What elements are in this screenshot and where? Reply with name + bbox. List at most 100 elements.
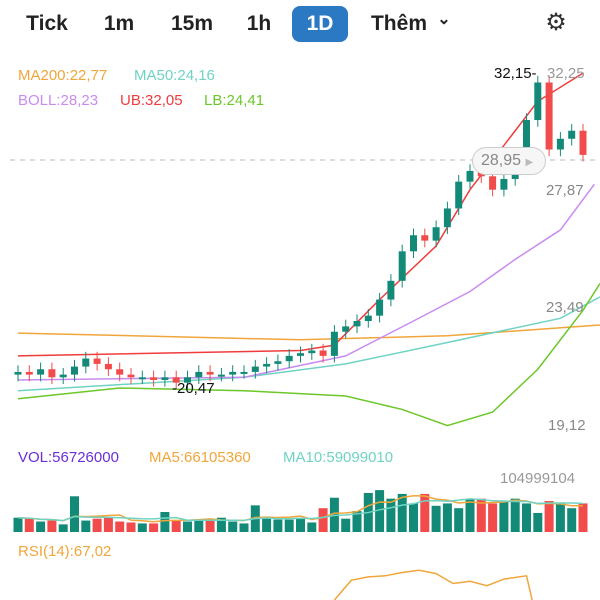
candle xyxy=(127,374,135,378)
candle xyxy=(14,371,22,375)
ma50-label: MA50:24,16 xyxy=(134,67,215,84)
volume-ma10-line xyxy=(17,498,584,522)
boll-lower-line xyxy=(17,283,600,427)
volume-bar xyxy=(567,508,577,532)
gear-icon[interactable]: ⚙ xyxy=(545,9,567,36)
candle xyxy=(184,377,191,383)
vol-ma10-label: MA10:59099010 xyxy=(283,449,394,466)
boll-label: BOLL:28,23 xyxy=(18,92,99,109)
lb-label: LB:24,41 xyxy=(204,92,265,109)
volume-bar xyxy=(375,490,385,532)
vol-max-label: 104999104 xyxy=(500,470,576,487)
axis-label-1: 27,87 xyxy=(546,182,584,199)
volume-bar xyxy=(352,511,362,532)
volume-bar xyxy=(488,503,498,532)
chevron-down-icon[interactable]: ⌄ xyxy=(437,11,451,28)
candle xyxy=(172,377,180,383)
volume-bar xyxy=(149,523,159,532)
axis-label-3: 19,12 xyxy=(548,417,586,434)
candle xyxy=(161,377,169,380)
candle xyxy=(387,280,395,300)
candle xyxy=(534,82,542,121)
volume-bar xyxy=(115,521,125,532)
volume-bar xyxy=(431,505,441,532)
tab-1m[interactable]: 1m xyxy=(103,12,135,35)
candle xyxy=(568,130,576,139)
volume-bar xyxy=(544,501,554,532)
volume-bar xyxy=(160,512,170,532)
candle xyxy=(308,350,316,354)
volume-bar xyxy=(499,501,509,532)
volume-bar xyxy=(262,517,272,532)
candle xyxy=(353,321,361,327)
volume-bar xyxy=(205,519,215,532)
volume-bar xyxy=(510,498,520,532)
candle xyxy=(229,371,237,375)
volume-bar xyxy=(397,493,407,532)
tab-1d[interactable]: 1D xyxy=(292,6,348,42)
volume-bar xyxy=(533,512,543,532)
vol-label: VOL:56726000 xyxy=(18,449,119,466)
candle xyxy=(330,331,338,356)
volume-bar xyxy=(296,517,305,532)
candle xyxy=(116,369,124,375)
volume-bar xyxy=(194,520,204,532)
volume-bar xyxy=(183,521,192,532)
tab-more[interactable]: Thêm xyxy=(370,12,427,35)
ub-label: UB:32,05 xyxy=(120,92,183,109)
candle xyxy=(398,251,406,281)
candle xyxy=(93,358,101,364)
candle xyxy=(25,371,33,375)
volume-bar xyxy=(47,520,57,532)
candle xyxy=(48,369,56,378)
candle xyxy=(104,363,112,370)
candle xyxy=(455,181,463,209)
volume-bar xyxy=(103,517,113,532)
candle xyxy=(195,371,203,378)
candle xyxy=(421,235,429,241)
rsi-label: RSI(14):67,02 xyxy=(18,543,112,560)
candle xyxy=(342,326,350,332)
tab-tick[interactable]: Tick xyxy=(26,12,68,35)
tab-1h[interactable]: 1h xyxy=(246,12,272,35)
boll-mid-line xyxy=(17,183,595,381)
volume-bar xyxy=(578,503,588,532)
timeframe-tabs: Tick 1m 15m 1h 1D Thêm ⌄ ⚙ xyxy=(0,0,600,48)
volume-bar xyxy=(36,521,46,532)
ma200-label: MA200:22,77 xyxy=(18,67,108,84)
candle xyxy=(523,120,530,163)
volume-bar xyxy=(81,520,91,532)
candle xyxy=(285,355,293,362)
volume-bar xyxy=(58,524,68,532)
candle xyxy=(410,235,417,252)
current-price-tag[interactable]: 28,95 ▶ xyxy=(472,147,546,175)
candle xyxy=(466,170,474,182)
candle xyxy=(364,315,372,322)
candle xyxy=(556,138,564,150)
candle xyxy=(297,353,304,356)
volume-bar xyxy=(171,520,181,532)
candle xyxy=(263,363,271,367)
candle xyxy=(59,374,67,378)
vol-ma5-label: MA5:66105360 xyxy=(149,449,251,466)
volume-bar xyxy=(284,519,294,532)
candle xyxy=(71,366,78,375)
volume-bar xyxy=(239,523,249,532)
volume-bar xyxy=(273,519,283,532)
low-price-label: -20,47 xyxy=(172,380,215,397)
volume-bar xyxy=(92,518,102,532)
candle xyxy=(376,299,384,316)
candle xyxy=(579,130,587,155)
volume-bar xyxy=(70,496,79,532)
volume-bar xyxy=(228,521,238,532)
candle xyxy=(545,82,553,150)
candle xyxy=(138,377,146,380)
volume-bar xyxy=(522,503,531,532)
candle xyxy=(82,358,90,367)
tab-15m[interactable]: 15m xyxy=(170,12,214,35)
volume-bar xyxy=(420,493,430,532)
candle xyxy=(251,366,259,372)
candle xyxy=(319,350,327,356)
volume-bar xyxy=(126,522,136,532)
